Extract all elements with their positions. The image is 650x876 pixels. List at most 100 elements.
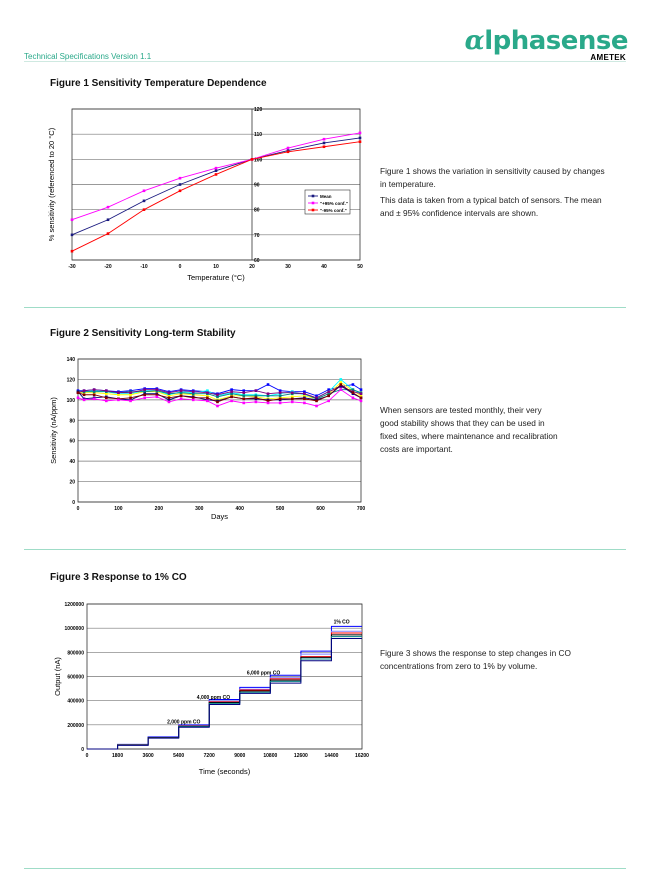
data-point — [142, 199, 146, 203]
x-tick-label: 7200 — [204, 753, 215, 759]
x-tick-label: 9000 — [234, 753, 245, 759]
x-tick-label: 0 — [179, 264, 182, 270]
figure-1-chart: 60 70 80 90 100 110 120 -30 -20 -10 0 10 20 30 40 50 Tem… — [47, 107, 363, 282]
data-point — [179, 391, 183, 395]
figure-3-description: Figure 3 shows the response to step chan… — [380, 647, 580, 676]
description-paragraph: Figure 1 shows the variation in sensitiv… — [380, 166, 605, 189]
figure-2-chart: 0 20 40 60 80 100 120 140 0 100 200 300 400 500 600 700… — [49, 357, 366, 521]
data-point — [327, 392, 330, 396]
y-tick-label: 60 — [254, 258, 260, 264]
plot-area — [71, 108, 361, 261]
y-tick-label: 140 — [67, 357, 76, 363]
document-title: Technical Specifications Version 1.1 — [24, 52, 152, 61]
y-tick-label: 1200000 — [65, 602, 85, 608]
data-point — [155, 388, 159, 391]
data-point — [216, 400, 219, 404]
data-point — [129, 393, 132, 397]
data-point — [82, 393, 86, 397]
data-point — [191, 390, 195, 393]
series-line-r3 — [87, 636, 362, 750]
data-point — [351, 396, 355, 400]
data-point — [143, 390, 147, 393]
data-point — [303, 401, 306, 405]
data-point — [254, 394, 258, 398]
series-line-Mean — [71, 137, 361, 236]
data-point — [70, 218, 74, 222]
annotation: 2,000 ppm CO — [167, 720, 200, 726]
data-point — [167, 398, 171, 402]
data-point — [142, 189, 146, 193]
data-point — [242, 389, 246, 392]
data-point — [315, 396, 318, 400]
x-tick-label: 100 — [114, 506, 123, 512]
figure-2-title: Figure 2 Sensitivity Long-term Stability — [50, 328, 236, 339]
data-point — [179, 394, 183, 398]
data-point — [266, 399, 270, 403]
series-line-low — [87, 637, 362, 750]
data-point — [167, 391, 171, 395]
data-point — [339, 378, 343, 381]
y-tick-label: 80 — [254, 208, 260, 214]
figure-1-description: Figure 1 shows the variation in sensitiv… — [380, 165, 610, 223]
data-point — [358, 131, 362, 135]
data-point — [70, 249, 74, 253]
data-point — [216, 393, 219, 397]
data-point — [117, 398, 120, 402]
figure-3-chart: 0 200000 400000 600000 800000 1000000 1200000 0… — [53, 602, 369, 776]
data-point — [351, 383, 355, 386]
data-point — [178, 183, 182, 186]
x-tick-label: 5400 — [173, 753, 184, 759]
plot-area — [77, 358, 362, 503]
data-point — [290, 395, 294, 399]
data-point — [359, 388, 363, 391]
data-point — [230, 392, 233, 396]
data-point — [206, 389, 209, 392]
y-tick-label: 120 — [67, 377, 76, 383]
data-point — [105, 396, 108, 400]
data-point — [339, 388, 343, 391]
data-point — [129, 391, 132, 395]
legend-label: "-95% conf." — [320, 208, 347, 213]
data-point — [242, 391, 246, 395]
y-axis-label: % sensitivity (referenced to 20 °C) — [47, 127, 56, 241]
y-axis-label: Sensitivity (nA/ppm) — [49, 397, 58, 464]
data-point — [266, 392, 270, 396]
data-point — [92, 397, 96, 401]
x-tick-label: 16200 — [355, 753, 369, 759]
data-point — [230, 395, 233, 399]
data-point — [92, 388, 96, 391]
data-point — [266, 401, 270, 405]
data-point — [117, 393, 120, 397]
data-point — [278, 397, 282, 401]
data-point — [303, 397, 306, 401]
x-tick-label: 700 — [357, 506, 366, 512]
y-tick-label: 0 — [81, 747, 84, 753]
data-point — [105, 399, 108, 403]
data-point — [191, 392, 195, 396]
data-point — [327, 394, 330, 398]
data-point — [117, 391, 120, 395]
data-point — [290, 400, 294, 404]
series-line-r1 — [87, 630, 362, 750]
x-tick-label: 10800 — [263, 753, 277, 759]
y-tick-label: 1000000 — [65, 626, 85, 632]
ametek-logo: AMETEK — [590, 53, 626, 62]
x-tick-label: 600 — [316, 506, 325, 512]
data-point — [358, 136, 362, 140]
annotation: 1% CO — [334, 619, 350, 625]
data-point — [254, 389, 258, 392]
figure-3-title: Figure 3 Response to 1% CO — [50, 572, 187, 583]
data-point — [76, 396, 80, 400]
data-point — [216, 404, 219, 408]
y-tick-label: 0 — [72, 500, 75, 506]
data-point — [250, 158, 254, 161]
data-point — [206, 399, 209, 403]
y-tick-label: 20 — [69, 480, 75, 486]
section-divider — [24, 307, 626, 308]
data-point — [230, 390, 233, 393]
data-point — [82, 389, 86, 392]
description-paragraph: This data is taken from a typical batch … — [380, 195, 602, 218]
data-point — [266, 394, 270, 398]
data-point — [155, 395, 159, 399]
